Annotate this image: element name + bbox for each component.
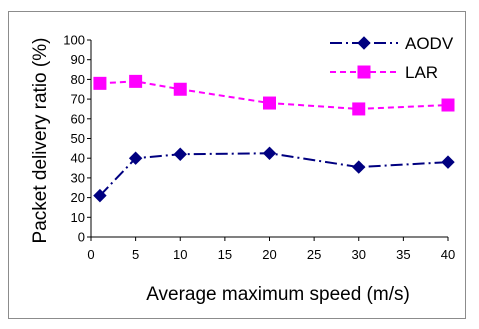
x-tick-label: 25 (307, 247, 321, 262)
y-tick-label: 30 (71, 170, 85, 185)
data-point-lar (129, 74, 143, 88)
data-point-aodv (93, 188, 107, 203)
axes: 0 10 20 30 40 50 60 70 80 90 100 0 5 10 15 20 25 30 35 40 (63, 33, 455, 263)
data-point-lar (441, 98, 455, 112)
series-layer (93, 74, 455, 203)
y-tick-label: 40 (71, 151, 85, 166)
y-axis-label: Packet delivery ratio (%) (30, 38, 51, 244)
data-point-aodv (262, 146, 277, 160)
legend-marker-aodv (357, 36, 371, 50)
chart-border (8, 11, 466, 319)
legend: AODV LAR (330, 34, 454, 82)
x-tick-label: 15 (218, 247, 232, 262)
x-tick-label: 35 (396, 247, 410, 262)
series-lar (93, 74, 455, 116)
y-tick-label: 100 (63, 33, 85, 48)
series-line-aodv (99, 152, 449, 197)
x-tick-label: 5 (132, 247, 139, 262)
y-tick-label: 60 (71, 111, 85, 126)
y-tick-label: 70 (71, 92, 85, 107)
x-tick-label: 10 (173, 247, 187, 262)
legend-item-aodv: AODV (330, 34, 454, 53)
data-point-lar (173, 82, 187, 96)
series-aodv (93, 146, 455, 203)
data-point-lar (352, 102, 366, 116)
x-tick-label: 40 (441, 247, 455, 262)
x-axis-label: Average maximum speed (m/s) (146, 284, 410, 305)
x-tick-label: 30 (352, 247, 366, 262)
y-tick-label: 90 (71, 52, 85, 67)
data-point-aodv (352, 160, 366, 174)
y-tick-label: 20 (71, 190, 85, 205)
data-point-lar (263, 96, 276, 110)
data-point-lar (93, 76, 107, 90)
legend-marker-lar (357, 65, 371, 79)
y-tick-label: 10 (71, 210, 85, 225)
legend-label-lar: LAR (405, 63, 438, 82)
x-tick-label: 20 (262, 247, 276, 262)
legend-item-lar: LAR (330, 63, 438, 82)
data-point-aodv (128, 151, 143, 165)
x-tick-label: 0 (87, 247, 94, 262)
y-tick-label: 80 (71, 72, 85, 87)
series-line-lar (99, 80, 449, 110)
data-point-aodv (441, 155, 455, 169)
legend-label-aodv: AODV (405, 34, 454, 53)
data-point-aodv (173, 147, 187, 161)
y-tick-label: 0 (78, 230, 85, 245)
y-tick-label: 50 (71, 131, 85, 146)
